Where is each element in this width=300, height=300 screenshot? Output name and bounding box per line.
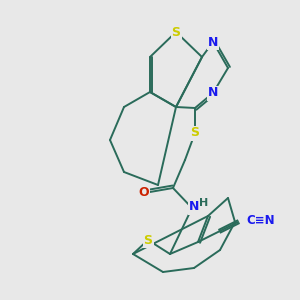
Text: N: N [208, 35, 218, 49]
Text: N: N [208, 86, 218, 100]
Text: S: S [172, 26, 181, 38]
Text: H: H [200, 198, 208, 208]
Text: N: N [189, 200, 199, 214]
Text: S: S [143, 233, 152, 247]
Text: O: O [139, 185, 149, 199]
Text: C≡N: C≡N [246, 214, 274, 227]
Text: S: S [190, 127, 200, 140]
